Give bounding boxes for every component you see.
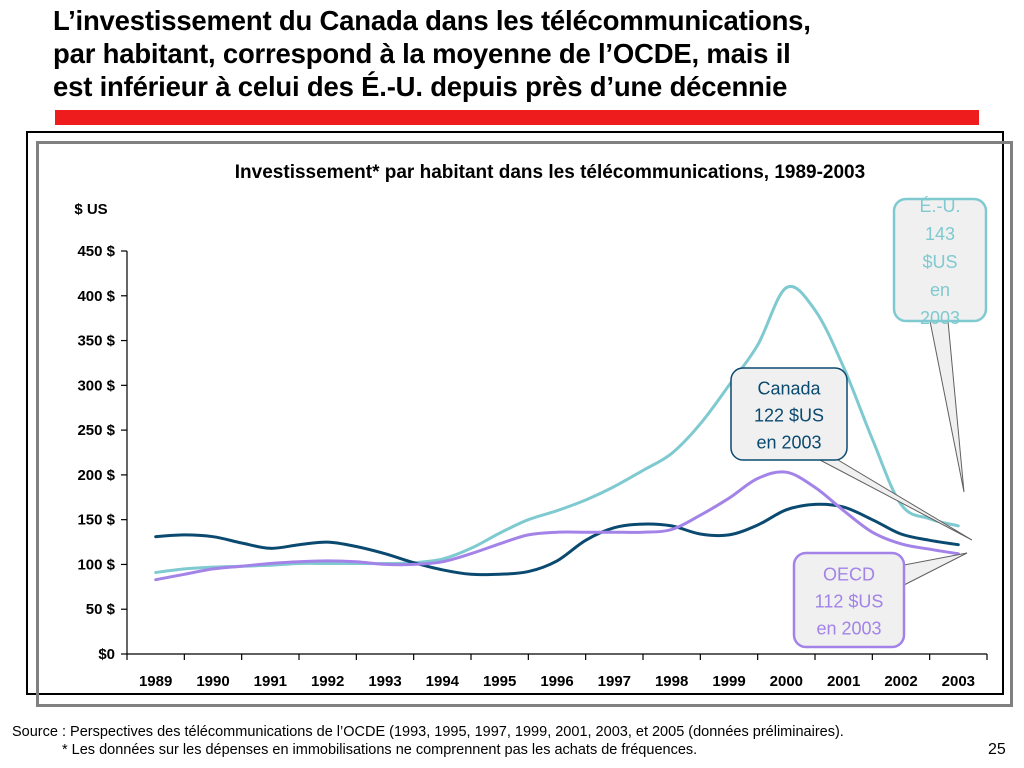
y-tick-label: 200 $ [77,467,115,484]
slide-title-line-3: est inférieur à celui des É.-U. depuis p… [53,71,788,102]
slide-title-line-2: par habitant, correspond à la moyenne de… [53,38,791,69]
x-tick-label: 1991 [254,673,287,690]
footnote: * Les données sur les dépenses en immobi… [62,742,698,758]
y-axis: $0 50 $ 100 $ 150 $ 200 $ 250 $ 300 $ 350 $ 400 … [77,243,128,663]
callout-text-line: en [930,280,950,300]
y-tick-label: 450 $ [77,243,115,260]
y-tick-label: 300 $ [77,377,115,394]
callout-pointer [819,459,973,541]
callout-canada: Canada 122 $US en 2003 [730,367,973,541]
x-tick-label: 1995 [483,673,516,690]
x-tick-label: 2002 [884,673,917,690]
callout-text-line: en 2003 [816,619,881,639]
series-layer [154,284,960,582]
slide-title-line-1: L’investissement du Canada dans les télé… [53,5,811,36]
x-axis: 1989 1990 1991 1992 1993 1994 1995 1996 1997 1998… [126,653,988,690]
y-tick-label: 400 $ [77,288,115,305]
series-line-oecd [154,470,960,582]
x-tick-label: 1993 [368,673,401,690]
x-tick-label: 2003 [942,673,975,690]
callout-box [892,197,988,323]
y-tick-label: 50 $ [86,601,116,618]
callout-text-line: OECD [823,565,875,585]
page-number: 25 [988,741,1006,758]
source-note: Source : Perspectives des télécommunicat… [12,724,844,740]
series-line-us [154,284,960,574]
slide-title: L’investissement du Canada dans les télé… [53,4,1013,103]
x-tick-label: 1998 [655,673,688,690]
callout-text-line: en 2003 [756,433,821,453]
callout-us: É.-U. 143 $US en 2003 [892,196,988,493]
y-tick-label: 250 $ [77,422,115,439]
callout-text-line: Canada [757,379,821,399]
callout-text-line: É.-U. [919,196,960,216]
x-tick-label: 1990 [196,673,229,690]
series-line-canada [154,502,960,577]
y-tick-label: 100 $ [77,556,115,573]
x-tick-label: 1992 [311,673,344,690]
x-tick-label: 1999 [712,673,745,690]
callout-pointer [929,320,965,493]
x-tick-label: 1996 [540,673,573,690]
y-axis-unit-label: $ US [74,201,107,218]
x-tick-label: 2000 [770,673,803,690]
chart-outer-frame [26,131,1004,695]
callout-text-line: 2003 [920,308,960,328]
callout-oecd: OECD 112 $US en 2003 [792,551,968,649]
x-tick-label: 2001 [827,673,860,690]
y-tick-label: 350 $ [77,333,115,350]
title-accent-bar [55,110,979,125]
callout-text-line: 143 [925,224,955,244]
chart-inner-frame [36,141,1013,707]
x-tick-label: 1997 [598,673,631,690]
callout-box [730,367,848,461]
x-tick-label: 1989 [139,673,172,690]
chart-title: Investissement* par habitant dans les té… [235,162,865,183]
callout-pointer [903,552,968,586]
y-tick-label: 150 $ [77,512,115,529]
callout-text-line: 122 $US [754,406,824,426]
callout-text-line: $US [922,252,957,272]
y-tick-label: $0 [98,646,115,663]
callout-box [792,551,906,649]
x-tick-label: 1994 [426,673,460,690]
callout-text-line: 112 $US [815,592,884,612]
